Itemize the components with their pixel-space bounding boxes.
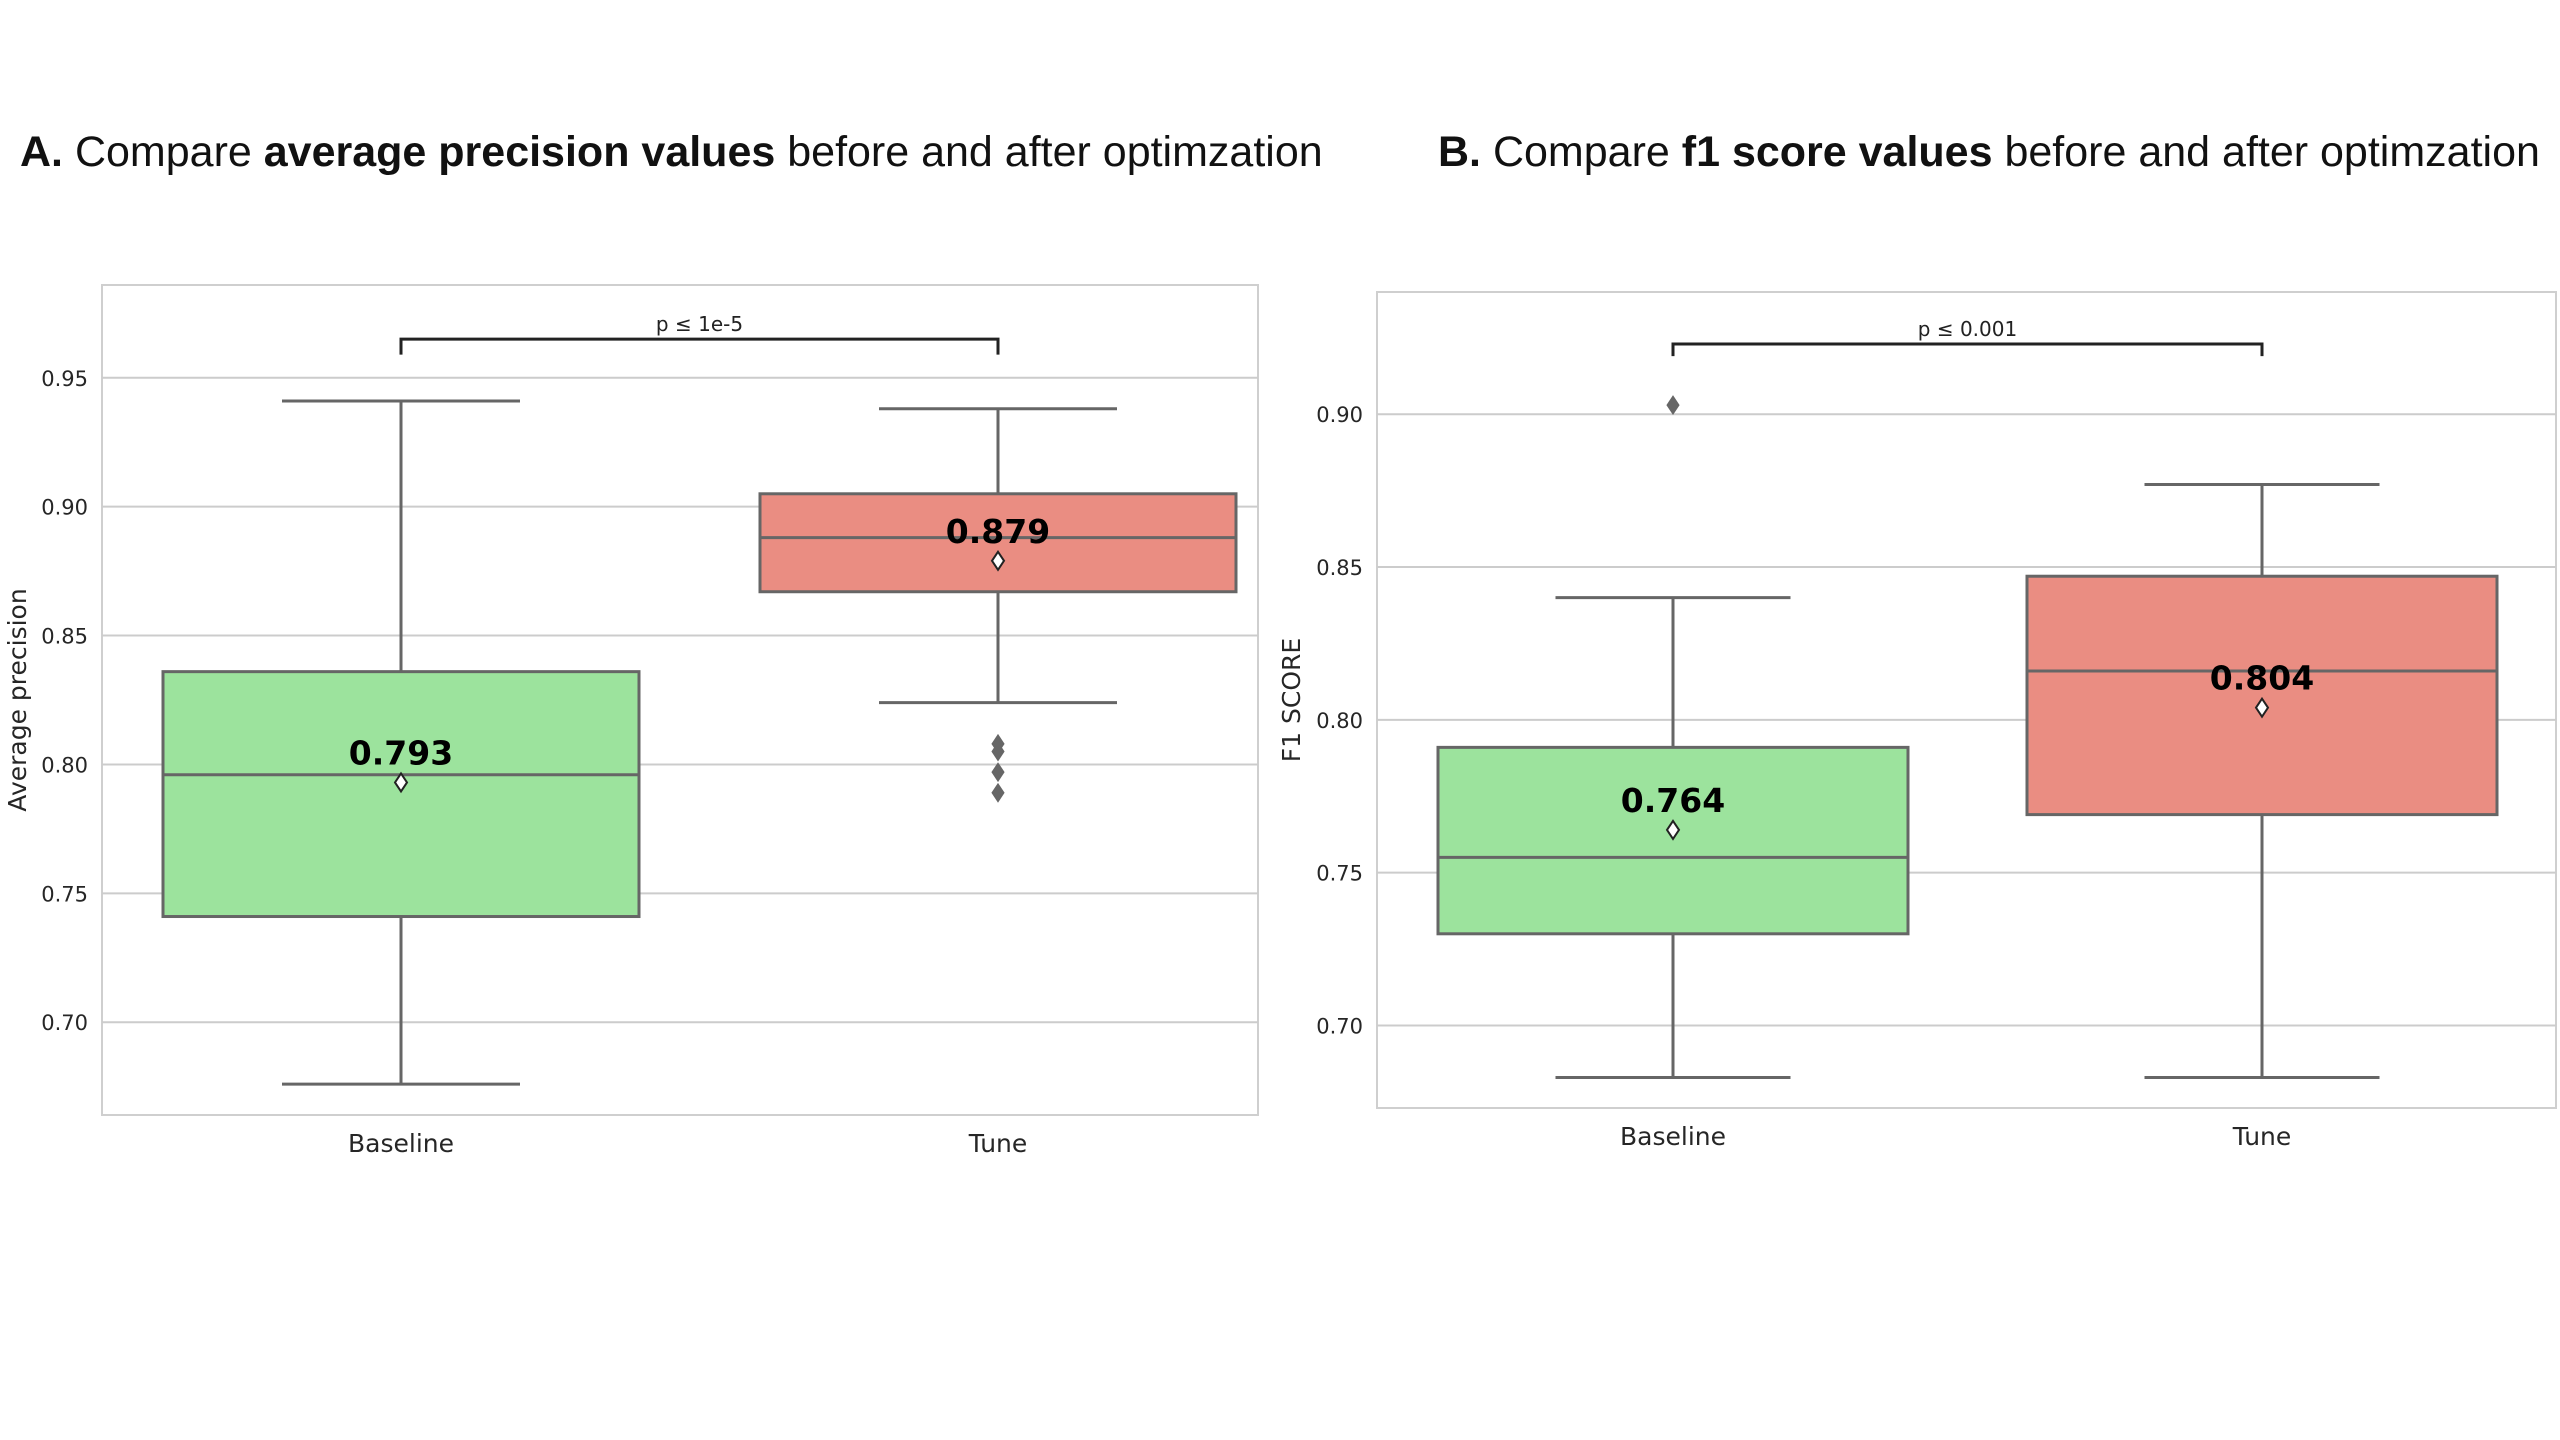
chart-b-ytick-label: 0.85 (1316, 556, 1363, 580)
chart-b-baseline-outlier (1666, 395, 1680, 415)
chart-b-ytick-label: 0.80 (1316, 709, 1363, 733)
chart-a-significance-bracket (399, 337, 1000, 355)
chart-b: 0.70 0.75 0.80 0.85 0.90 F1 SCORE 0.764 Baselin… (1277, 291, 2557, 1151)
panel-a-title-bold: average precision values (263, 128, 776, 176)
chart-b-tune-mean-marker (2254, 696, 2270, 719)
chart-b-ytick-label: 0.70 (1316, 1014, 1363, 1038)
chart-a-tune-outlier (991, 741, 1005, 762)
chart-b-ylabel: F1 SCORE (1277, 638, 1306, 762)
panel-b-title: B. Compare f1 score values before and af… (1438, 128, 2540, 177)
chart-a-baseline-box (161, 670, 641, 919)
panel-b-title-bold: f1 score values (1681, 128, 1993, 176)
chart-a-tune-outlier (991, 762, 1005, 783)
chart-a-baseline-xtick-label: Baseline (348, 1129, 454, 1158)
chart-a-tune-box (758, 492, 1238, 594)
chart-a-plot-frame (101, 284, 1259, 1116)
panel-b-letter: B. (1438, 128, 1481, 176)
chart-b-significance-label: p ≤ 0.001 (1918, 317, 2017, 341)
panel-b-title-post: before and after optimzation (2004, 128, 2540, 176)
chart-a-ytick-label: 0.95 (41, 367, 88, 391)
chart-a-tune-outlier (991, 782, 1005, 803)
chart-a-ytick-label: 0.75 (41, 882, 88, 906)
chart-a-ytick-label: 0.90 (41, 496, 88, 520)
chart-a-ytick-label: 0.80 (41, 753, 88, 777)
chart-b-tune-box (2025, 574, 2499, 817)
chart-b-ytick-label: 0.90 (1316, 403, 1363, 427)
chart-b-plot-frame (1376, 291, 2557, 1109)
panel-b-title-pre: Compare (1492, 128, 1670, 176)
chart-a: 0.70 0.75 0.80 0.85 0.90 0.95 Average precisio… (3, 284, 1259, 1158)
chart-a-baseline-mean-label: 0.793 (349, 733, 453, 772)
panel-a-title: A. Compare average precision values befo… (20, 128, 1323, 177)
panel-a-title-post: before and after optimzation (787, 128, 1323, 176)
panel-a-letter: A. (20, 128, 63, 176)
chart-b-ytick-label: 0.75 (1316, 862, 1363, 886)
chart-a-tune-xtick-label: Tune (968, 1129, 1028, 1158)
chart-b-baseline-mean-label: 0.764 (1621, 781, 1725, 820)
chart-b-baseline-xtick-label: Baseline (1620, 1122, 1726, 1151)
chart-a-ytick-label: 0.85 (41, 625, 88, 649)
chart-b-tune-mean-label: 0.804 (2210, 659, 2314, 698)
chart-a-significance-label: p ≤ 1e-5 (656, 312, 743, 336)
chart-b-significance-bracket (1671, 342, 2264, 357)
chart-b-baseline-mean-marker (1665, 819, 1681, 841)
chart-a-baseline-mean-marker (393, 771, 409, 794)
panel-a-title-pre: Compare (74, 128, 252, 176)
chart-a-tune-mean-label: 0.879 (946, 512, 1050, 551)
chart-a-tune-mean-marker (990, 550, 1006, 572)
chart-a-ytick-label: 0.70 (41, 1011, 88, 1035)
chart-b-tune-xtick-label: Tune (2232, 1122, 2292, 1151)
chart-a-ylabel: Average precision (3, 588, 32, 811)
